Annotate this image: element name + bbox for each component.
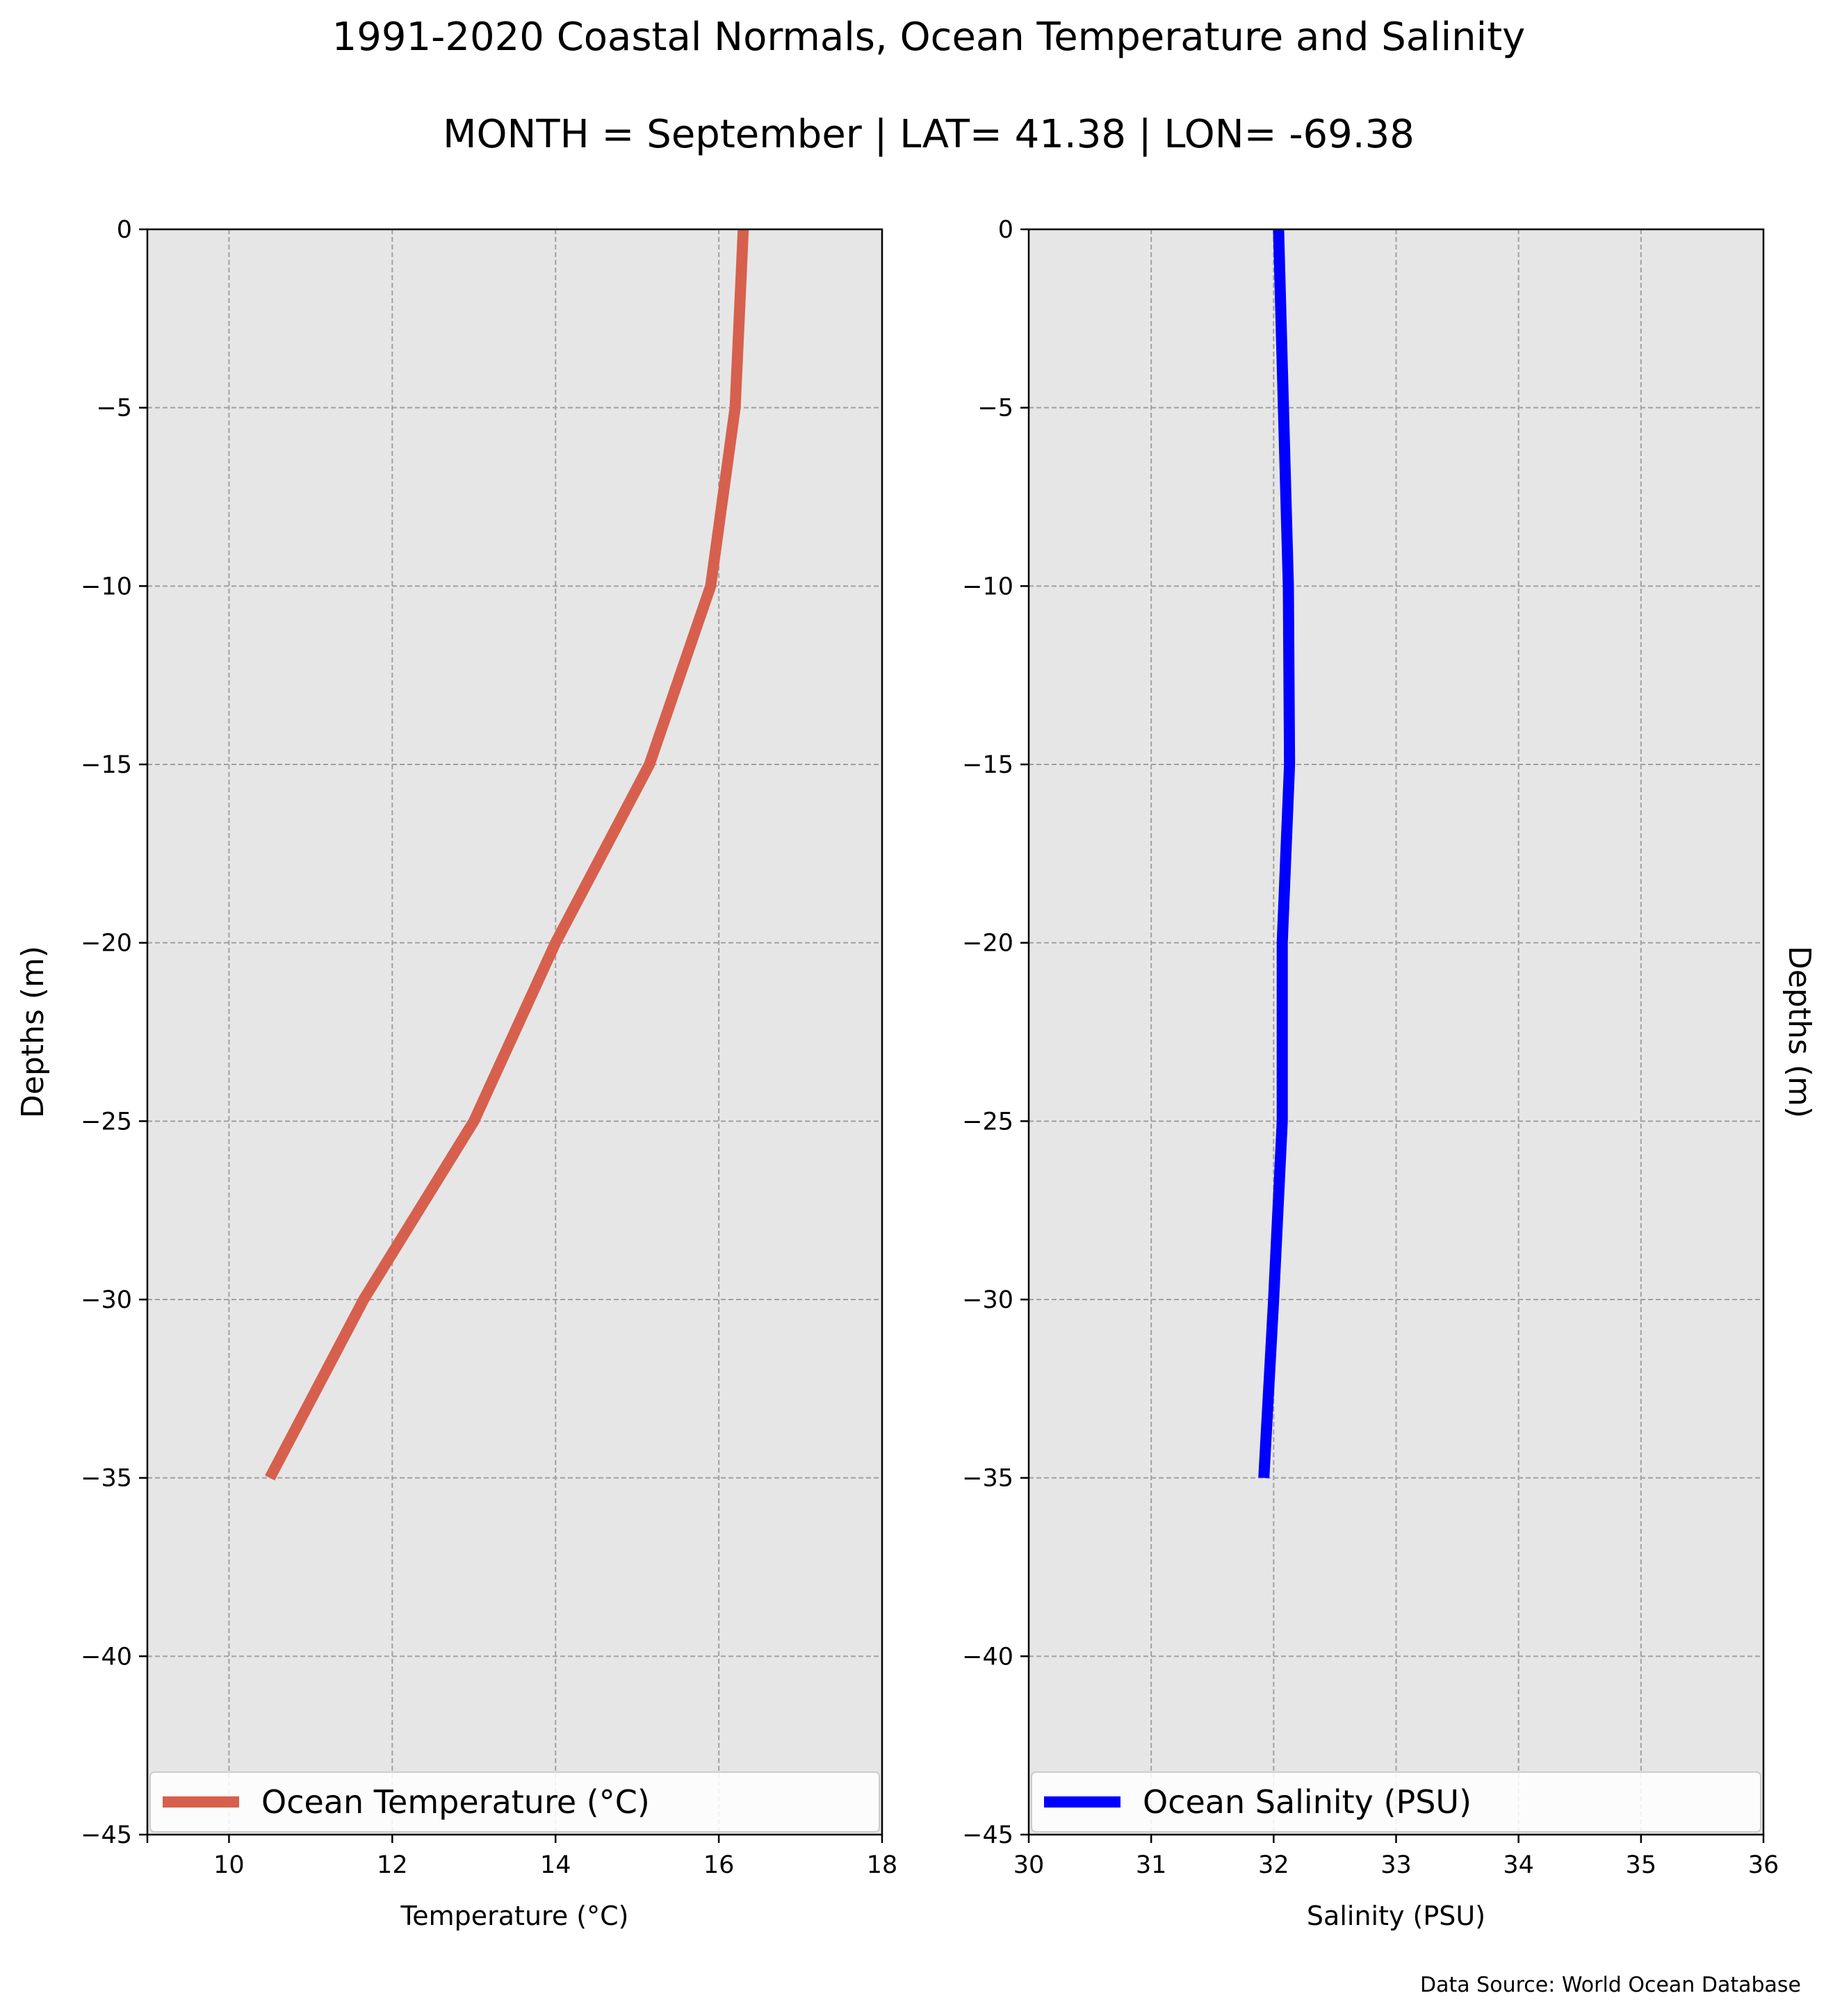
salinity-xtick-label: 35 — [1626, 1851, 1657, 1879]
temperature-ytick-label: −5 — [96, 395, 132, 423]
temperature-xaxis-label: Temperature (°C) — [400, 1901, 629, 1931]
salinity-ytick-label: −10 — [962, 573, 1013, 600]
temperature-ytick-label: −45 — [81, 1821, 132, 1849]
temperature-ytick-label: −40 — [81, 1643, 132, 1671]
temperature-ytick-label: −35 — [81, 1465, 132, 1493]
temperature-panel: 10 12 14 16 18 0 −5 −10 −15 −20 −25 −30 −35 −40 −45 Tem… — [15, 216, 897, 1931]
salinity-xtick-label: 32 — [1258, 1851, 1289, 1879]
temperature-legend-label: Ocean Temperature (°C) — [261, 1783, 650, 1821]
salinity-gridlines — [1029, 229, 1763, 1835]
salinity-ytick-label: −20 — [962, 930, 1013, 958]
temperature-ytick-label: −30 — [81, 1286, 132, 1314]
salinity-ytick-label: 0 — [998, 216, 1013, 244]
salinity-xtick-label: 34 — [1503, 1851, 1534, 1879]
temperature-yaxis-label: Depths (m) — [15, 946, 51, 1118]
temperature-xtick-label: 18 — [867, 1851, 898, 1879]
temperature-ytick-label: 0 — [117, 216, 132, 244]
salinity-ytick-label: −25 — [962, 1108, 1013, 1136]
salinity-ytick-label: −5 — [977, 395, 1013, 423]
temperature-xtick-label: 14 — [540, 1851, 571, 1879]
temperature-ytick-label: −15 — [81, 751, 132, 779]
temperature-xtick-label: 12 — [377, 1851, 408, 1879]
salinity-ytick-label: −15 — [962, 751, 1013, 779]
salinity-xtick-label: 30 — [1013, 1851, 1045, 1879]
temperature-xtick-label: 16 — [703, 1851, 735, 1879]
salinity-ytick-label: −45 — [962, 1821, 1013, 1849]
temperature-axes-frame — [146, 228, 883, 1836]
salinity-xtick-label: 31 — [1136, 1851, 1167, 1879]
source-note: Data Source: World Ocean Database — [1420, 1973, 1801, 1997]
temperature-ytick-label: −25 — [81, 1108, 132, 1136]
temperature-series-line — [265, 229, 749, 1481]
temperature-ytick-label: −10 — [81, 573, 132, 600]
salinity-panel: 30 31 32 33 34 35 36 0 −5 −10 −15 −20 −25 −30 −35 −40 −4… — [962, 216, 1817, 1931]
temperature-gridlines — [147, 229, 882, 1835]
salinity-series-line — [1258, 229, 1296, 1479]
temperature-legend: Ocean Temperature (°C) — [149, 1771, 880, 1833]
salinity-ytick-label: −30 — [962, 1286, 1013, 1314]
salinity-legend: Ocean Salinity (PSU) — [1031, 1771, 1761, 1833]
salinity-legend-label: Ocean Salinity (PSU) — [1143, 1783, 1472, 1821]
salinity-ytick-label: −35 — [962, 1465, 1013, 1493]
salinity-xaxis-label: Salinity (PSU) — [1307, 1901, 1485, 1931]
chart-subtitle: MONTH = September | LAT= 41.38 | LON= -6… — [443, 112, 1415, 157]
salinity-xtick-label: 33 — [1380, 1851, 1412, 1879]
salinity-legend-box — [1031, 1771, 1761, 1833]
temperature-legend-box — [149, 1771, 880, 1833]
temperature-xtick-label: 10 — [213, 1851, 245, 1879]
salinity-xtick-label: 36 — [1748, 1851, 1779, 1879]
temperature-ytick-label: −20 — [81, 930, 132, 958]
chart-title: 1991-2020 Coastal Normals, Ocean Tempera… — [332, 15, 1526, 60]
salinity-yaxis-label: Depths (m) — [1782, 946, 1817, 1118]
salinity-ytick-label: −40 — [962, 1643, 1013, 1671]
